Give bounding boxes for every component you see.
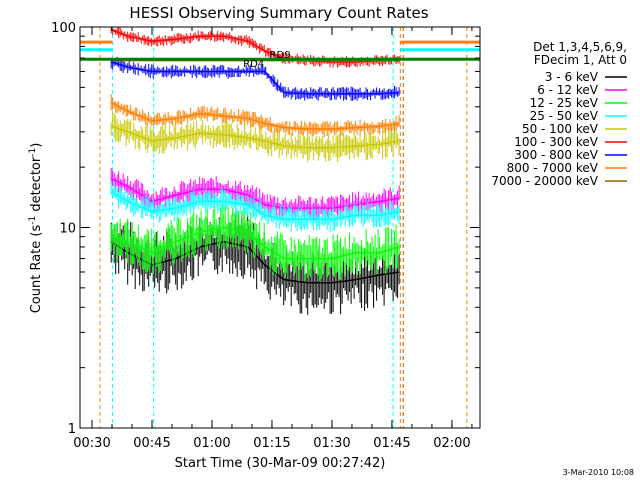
- legend-header-line-2: FDecim 1, Att 0: [534, 53, 627, 67]
- y-tick-label-0: 1: [68, 422, 76, 437]
- legend-label-5: 100 - 300 keV: [514, 135, 598, 149]
- series-4: [110, 112, 400, 162]
- footer-timestamp: 3-Mar-2010 10:08: [563, 468, 634, 477]
- series-noise-3: [110, 181, 400, 233]
- legend-label-8: 7000 - 20000 keV: [491, 174, 598, 188]
- legend-label-7: 800 - 7000 keV: [507, 161, 599, 175]
- legend-label-4: 50 - 100 keV: [522, 122, 599, 136]
- series-2: [110, 204, 400, 282]
- legend: Det 1,3,4,5,6,9, FDecim 1, Att 0 3 - 6 k…: [491, 40, 627, 188]
- y-axis-label-sup: -1: [28, 216, 38, 225]
- annotation-0: RD4: [243, 59, 264, 70]
- x-tick-label-6: 02:00: [433, 436, 470, 451]
- legend-label-6: 300 - 800 keV: [514, 148, 598, 162]
- annotation-1: RD9: [270, 50, 291, 61]
- legend-label-3: 25 - 50 keV: [530, 109, 599, 123]
- x-axis: 00:30 00:45 01:00 01:15 01:30 01:45 02:00: [73, 27, 473, 451]
- x-tick-label-4: 01:30: [313, 436, 350, 451]
- series-noise-4: [110, 112, 400, 162]
- y-tick-label-2: 100: [51, 21, 76, 36]
- y-axis-label-sup-2: -1: [28, 148, 38, 157]
- legend-label-1: 6 - 12 keV: [537, 83, 599, 97]
- y-axis-label-suffix: ): [29, 143, 44, 148]
- series-noise-7: [110, 94, 400, 138]
- x-tick-label-1: 00:45: [133, 436, 170, 451]
- plot-frame: [79, 26, 481, 429]
- series-noise-2: [110, 204, 400, 282]
- annotation-layer: RD4 RD9: [243, 50, 290, 70]
- y-axis-label: Count Rate (s-1 detector-1): [28, 143, 44, 314]
- x-tick-label-3: 01:15: [253, 436, 290, 451]
- legend-label-2: 12 - 25 keV: [530, 96, 599, 110]
- chart-title: HESSI Observing Summary Count Rates: [129, 4, 428, 22]
- series-7: [110, 94, 400, 138]
- series-noise-6: [110, 56, 400, 101]
- series-6: [110, 56, 400, 101]
- y-tick-label-1: 10: [59, 222, 76, 237]
- x-axis-label: Start Time (30-Mar-09 00:27:42): [175, 456, 386, 471]
- legend-header-line-1: Det 1,3,4,5,6,9,: [533, 40, 627, 54]
- y-axis-label-mid: detector: [29, 156, 44, 216]
- x-tick-label-5: 01:45: [373, 436, 410, 451]
- legend-label-0: 3 - 6 keV: [545, 70, 599, 84]
- series-layer: [80, 27, 480, 315]
- y-axis-label-prefix: Count Rate (s: [29, 225, 44, 314]
- series-3: [110, 181, 400, 233]
- x-tick-label-0: 00:30: [73, 436, 110, 451]
- y-axis: 1 10 100: [51, 21, 480, 437]
- x-tick-label-2: 01:00: [193, 436, 230, 451]
